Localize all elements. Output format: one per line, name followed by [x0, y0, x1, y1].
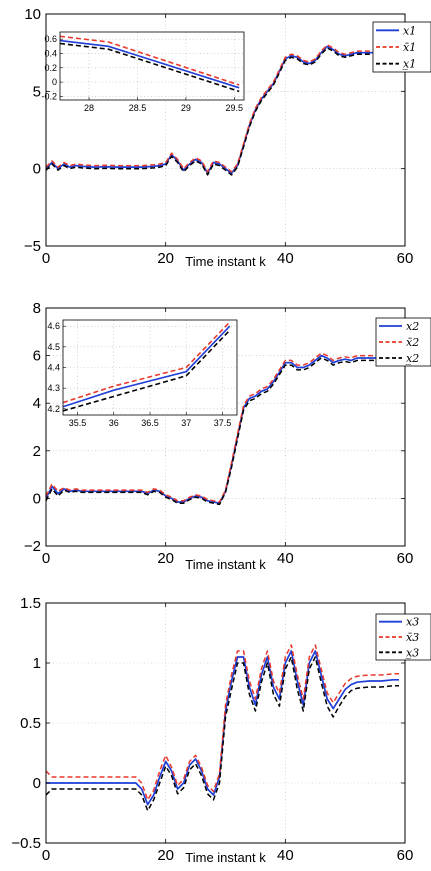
- legend-label-lower: x̲2: [405, 352, 419, 365]
- inset-frame: [59, 31, 245, 101]
- y-tick-label: 10: [24, 6, 41, 23]
- y-tick-label: 0.5: [20, 715, 41, 732]
- x-axis-label: Time instant k: [185, 254, 266, 269]
- inset-x-tick-label: 28.5: [129, 103, 147, 113]
- inset-area: [60, 32, 244, 100]
- legend: x2 x̄2 x̲2: [375, 317, 431, 367]
- legend-label-upper: x̄3: [406, 631, 419, 644]
- y-tick-label: 0: [33, 775, 41, 792]
- y-tick-label: 0: [33, 490, 41, 507]
- inset-series-line-lower: [59, 42, 240, 93]
- x-tick-label: 60: [397, 847, 414, 864]
- inset-x-tick-label: 36: [109, 418, 119, 428]
- inset-series-line-x: [59, 39, 240, 89]
- inset-x-tick-label: 37: [181, 418, 191, 428]
- x-axis-label: Time instant k: [185, 850, 266, 865]
- inset-y-tick-label: 0.4: [44, 48, 57, 58]
- series-line-upper: [45, 644, 399, 801]
- inset-y-tick-label: 4.6: [47, 321, 60, 331]
- legend-label-upper: x̄1: [403, 41, 416, 54]
- inset-series-line-upper: [59, 35, 240, 86]
- inset-plot: 28 28.5 29 29.5 0.6 0.4 0.2 0 -0.2: [41, 31, 245, 113]
- inset-x-tick-label: 36.5: [141, 418, 159, 428]
- series-line-lower: [45, 656, 399, 812]
- inset-y-tick-label: -0.2: [41, 91, 57, 101]
- y-tick-label: −2: [24, 538, 41, 555]
- legend: x3 x̄3 x̲3: [375, 613, 431, 661]
- legend-label-x: x2: [406, 320, 419, 333]
- inset-y-tick-label: 4.2: [47, 404, 60, 414]
- axes-frame: [45, 307, 406, 547]
- inset-x-tick-label: 35.5: [69, 418, 87, 428]
- inset-series-line-lower: [62, 329, 231, 412]
- y-tick-label: 1: [33, 655, 41, 672]
- y-tick-label: 8: [33, 300, 41, 317]
- x-axis-label: Time instant k: [185, 557, 266, 572]
- inset-series-line-x: [62, 325, 231, 408]
- series-line-x: [45, 45, 376, 175]
- legend-label-x: x3: [406, 616, 419, 629]
- x-tick-label: 60: [397, 550, 414, 567]
- y-tick-label: −0.5: [11, 835, 41, 852]
- inset-x-tick-label: 29: [181, 103, 191, 113]
- inset-series-line-upper: [62, 321, 231, 404]
- y-tick-label: 0: [33, 161, 41, 178]
- inset-plot: 35.5 36 36.5 37 37.5 4.6 4.5 4.4 4.3 4.2: [47, 319, 238, 428]
- inset-y-tick-label: 4.5: [47, 342, 60, 352]
- series-line-x: [46, 650, 399, 806]
- x-tick-label: 20: [157, 847, 174, 864]
- y-tick-label: 1.5: [20, 595, 41, 612]
- inset-y-tick-label: 0: [52, 77, 57, 87]
- x-tick-label: 0: [42, 550, 50, 567]
- y-tick-label: 2: [33, 443, 41, 460]
- x-tick-label: 40: [277, 250, 294, 267]
- inset-x-tick-label: 28: [84, 103, 94, 113]
- inset-y-tick-label: 4.3: [47, 383, 60, 393]
- y-tick-label: 6: [33, 348, 41, 365]
- x-tick-label: 60: [397, 250, 414, 267]
- inset-y-tick-label: 0.2: [44, 63, 57, 73]
- legend-label-lower: x̲1: [402, 58, 416, 71]
- x-tick-label: 0: [42, 847, 50, 864]
- legend-label-upper: x̄2: [406, 336, 419, 349]
- y-tick-label: −5: [24, 238, 41, 255]
- inset-x-tick-label: 29.5: [226, 103, 244, 113]
- inset-y-tick-label: 0.6: [44, 34, 57, 44]
- x-tick-label: 20: [157, 250, 174, 267]
- series-line-upper: [45, 352, 400, 503]
- x-tick-label: 40: [277, 847, 294, 864]
- legend: x1 x̄1 x̲1: [372, 21, 431, 73]
- y-tick-label: 4: [33, 395, 41, 412]
- y-tick-label: 5: [33, 83, 41, 100]
- x-tick-label: 0: [42, 250, 50, 267]
- axes-frame: [45, 13, 406, 247]
- x-tick-label: 40: [277, 550, 294, 567]
- legend-label-x: x1: [403, 24, 416, 37]
- inset-y-tick-label: 4.4: [47, 363, 60, 373]
- x-tick-label: 20: [157, 550, 174, 567]
- inset-x-tick-label: 37.5: [214, 418, 232, 428]
- legend-label-lower: x̲3: [405, 646, 419, 659]
- series-line-lower: [45, 357, 400, 506]
